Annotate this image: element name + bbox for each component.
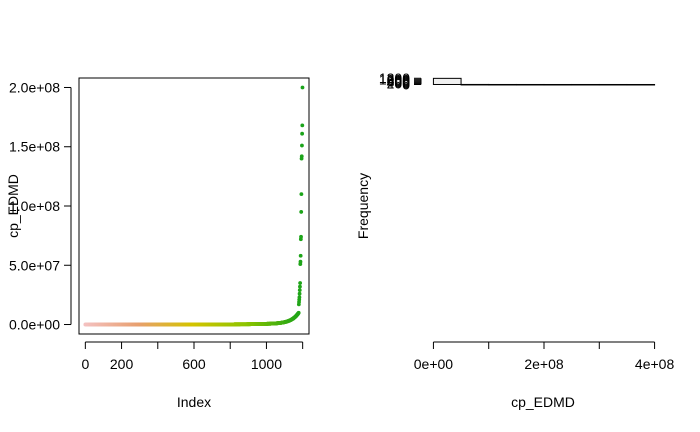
histogram-bar	[432, 77, 462, 85]
histogram-bar	[626, 83, 656, 86]
scatter-point	[298, 259, 303, 264]
scatter-x-tick-label: 0	[81, 356, 89, 372]
scatter-point	[299, 210, 304, 214]
histogram-bar	[598, 83, 628, 86]
scatter-y-tick-label: 2.0e+08	[9, 79, 60, 95]
histogram-bar	[488, 83, 517, 86]
histogram-x-axis: 0e+00 2e+08 4e+08	[414, 341, 675, 372]
histogram-y-tick-label: 1000	[379, 71, 410, 87]
scatter-point	[299, 154, 304, 159]
scatter-y-tick-label: 0.0e+00	[9, 317, 60, 333]
scatter-x-tick-label: 200	[110, 356, 134, 372]
histogram-x-axis-label: cp_EDMD	[511, 394, 575, 410]
scatter-point	[300, 85, 305, 90]
histogram-x-tick-label: 0e+00	[414, 356, 454, 372]
histogram-bar	[571, 83, 600, 86]
scatter-plot-frame	[78, 77, 310, 335]
scatter-x-axis: 0 200 600 1000	[81, 341, 304, 372]
scatter-y-tick-label: 5.0e+07	[9, 257, 60, 273]
histogram-y-tick-label: 800	[387, 72, 411, 88]
histogram-y-tick-label: 0	[402, 76, 410, 92]
histogram-y-tick-label: 200	[387, 75, 411, 91]
scatter-point	[299, 234, 303, 239]
histogram-x-tick-label: 2e+08	[524, 356, 564, 372]
scatter-point	[296, 310, 301, 315]
scatter-points	[83, 85, 305, 327]
scatter-point	[298, 281, 303, 285]
histogram-bar	[515, 83, 545, 86]
scatter-point	[297, 288, 302, 293]
histogram-bar	[460, 83, 490, 86]
scatter-point	[300, 123, 305, 128]
scatter-x-tick-label: 600	[182, 356, 206, 372]
scatter-point	[297, 291, 302, 296]
histogram-y-axis-label: Frequency	[355, 173, 371, 239]
scatter-point	[298, 284, 302, 289]
scatter-point	[298, 253, 303, 258]
histogram-y-tick-label: 600	[387, 73, 411, 89]
histogram-y-tick-label: 400	[387, 74, 411, 90]
scatter-point	[300, 131, 305, 136]
scatter-point	[299, 192, 304, 197]
scatter-y-tick-label: 1.0e+08	[9, 198, 60, 214]
scatter-point	[297, 295, 302, 300]
scatter-x-tick-label: 1000	[251, 356, 282, 372]
scatter-y-axis-label: cp_EDMD	[5, 174, 21, 238]
histogram-y-tick-label: 1200	[379, 70, 410, 86]
histogram-bar	[543, 83, 573, 86]
scatter-y-tick-label: 1.5e+08	[9, 139, 60, 155]
scatter-panel: 0 200 600 1000 0.0e+00 5.0e+07 1.0e+08 1.5e+08…	[5, 77, 310, 410]
scatter-y-axis: 0.0e+00 5.0e+07 1.0e+08 1.5e+08 2.0e+08	[9, 79, 72, 333]
histogram-x-tick-label: 4e+08	[635, 356, 675, 372]
scatter-point	[300, 143, 304, 148]
scatter-x-axis-label: Index	[177, 394, 211, 410]
histogram-bars	[432, 77, 656, 86]
